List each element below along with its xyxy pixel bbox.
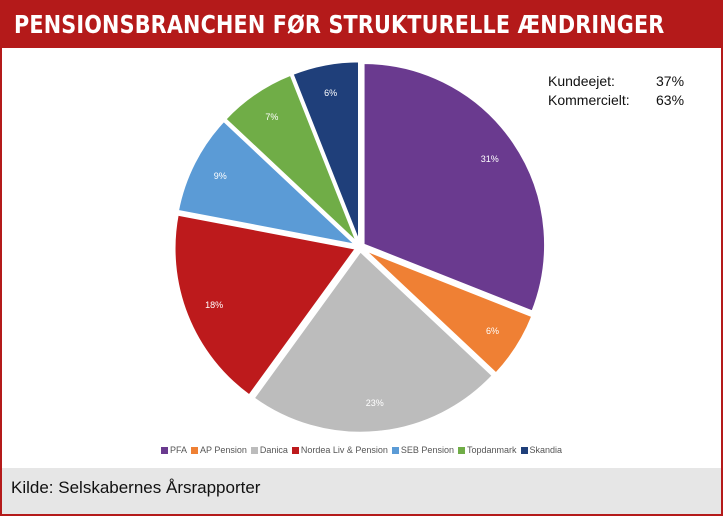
legend-label: Topdanmark — [466, 445, 517, 455]
ownership-value: 37% — [656, 73, 685, 89]
legend-item: Topdanmark — [457, 445, 517, 455]
pie-data-label: 9% — [214, 171, 227, 181]
legend-item: AP Pension — [190, 445, 247, 455]
legend-swatch — [250, 447, 258, 454]
pie-slice-ap-pension — [362, 247, 535, 376]
legend-item: PFA — [160, 445, 187, 455]
pie-data-label: 7% — [265, 112, 278, 122]
pie-data-label: 31% — [481, 154, 499, 164]
legend-label: Skandia — [529, 445, 563, 455]
pie-data-label: 6% — [324, 88, 337, 98]
ownership-label: Kundeejet: — [548, 73, 615, 89]
page-title: PENSIONSBRANCHEN FØR STRUKTURELLE ÆNDRIN… — [14, 10, 665, 39]
legend-label: SEB Pension — [400, 445, 454, 455]
pie-data-label: 6% — [486, 326, 499, 336]
ownership-row-kommercielt: Kommercielt: 63% — [548, 91, 688, 110]
legend-label: AP Pension — [199, 445, 247, 455]
legend-swatch — [457, 447, 465, 454]
pie-slice-pfa — [362, 61, 547, 314]
ownership-row-kundeejet: Kundeejet: 37% — [548, 72, 688, 91]
legend-item: Nordea Liv & Pension — [291, 445, 388, 455]
pie-data-label: 23% — [366, 398, 384, 408]
ownership-summary: Kundeejet: 37% Kommercielt: 63% — [548, 72, 688, 110]
pie-slice-danica — [251, 249, 495, 435]
pie-slice-nordea-liv-pension — [173, 212, 359, 398]
pie-slice-seb-pension — [176, 118, 361, 248]
ownership-label: Kommercielt: — [548, 92, 630, 108]
legend-label: Danica — [259, 445, 288, 455]
source-text: Kilde: Selskabernes Årsrapporter — [11, 478, 261, 497]
legend-swatch — [291, 447, 299, 454]
legend-label: PFA — [169, 445, 187, 455]
legend-swatch — [391, 447, 399, 454]
legend-swatch — [160, 447, 168, 454]
title-bar: PENSIONSBRANCHEN FØR STRUKTURELLE ÆNDRIN… — [2, 2, 721, 48]
pie-slice-skandia — [290, 59, 361, 244]
pie-chart: 31% 6% 23% 18% 9% 7% 6% — [173, 59, 547, 435]
legend-item: Skandia — [520, 445, 563, 455]
legend-swatch — [520, 447, 528, 454]
ownership-value: 63% — [656, 92, 685, 108]
legend-item: Danica — [250, 445, 288, 455]
source-footer: Kilde: Selskabernes Årsrapporter — [2, 468, 721, 514]
legend-swatch — [190, 447, 198, 454]
pie-slice-topdanmark — [223, 72, 359, 245]
pie-data-label: 18% — [205, 300, 223, 310]
legend-label: Nordea Liv & Pension — [300, 445, 388, 455]
chart-legend: PFA AP Pension Danica Nordea Liv & Pension S… — [2, 445, 721, 455]
legend-item: SEB Pension — [391, 445, 454, 455]
